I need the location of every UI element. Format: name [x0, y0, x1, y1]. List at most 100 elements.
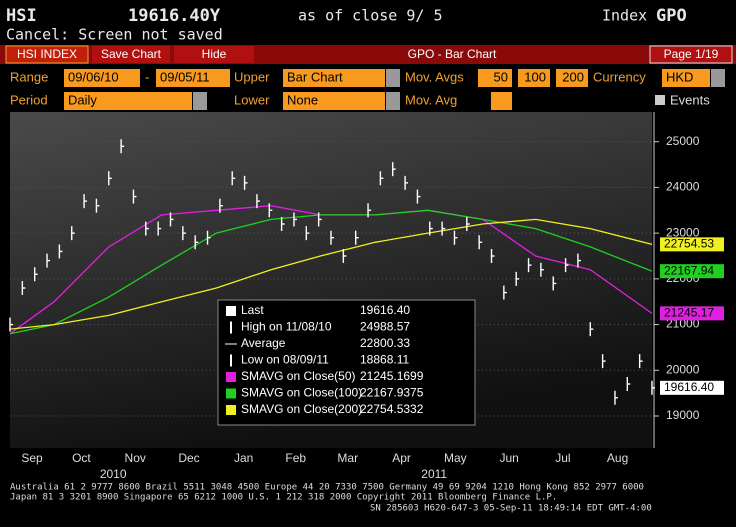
field[interactable]: [556, 69, 588, 87]
legend-value: 21245.1699: [360, 369, 424, 383]
year-label: 2011: [421, 467, 447, 481]
ticker: HSI: [6, 6, 37, 26]
price-bar: [466, 217, 470, 231]
mavgs-label: Mov. Avgs: [405, 69, 464, 84]
price-bar: [367, 203, 372, 218]
currency[interactable]: HKD: [666, 69, 693, 84]
legend-box: [217, 299, 476, 426]
legend-label: Last: [241, 303, 264, 317]
period[interactable]: Daily: [68, 92, 97, 107]
legend-label: High on 11/08/10: [241, 320, 332, 334]
security-button[interactable]: [5, 45, 89, 64]
x-tick-label: Feb: [285, 451, 306, 465]
price-bar: [441, 221, 446, 236]
x-tick-label: Sep: [21, 451, 43, 465]
value-tag: [660, 380, 724, 395]
legend-value: 24988.57: [360, 320, 410, 334]
price-bar: [490, 249, 495, 263]
price-bar: [379, 171, 384, 186]
mavg-1[interactable]: 50: [494, 69, 508, 84]
price-bar: [169, 212, 174, 227]
price: 19616.40Y: [128, 6, 221, 26]
hide[interactable]: Hide: [202, 47, 227, 61]
price-bar: [293, 212, 297, 227]
price-bar: [83, 194, 88, 209]
x-tick-label: Mar: [337, 451, 358, 465]
security[interactable]: HSI INDEX: [17, 47, 77, 61]
value-tag: [660, 306, 724, 321]
price-bar: [527, 258, 532, 273]
range-start[interactable]: 09/06/10: [68, 69, 119, 84]
legend-icon: [226, 388, 236, 399]
legend-icon: [226, 372, 236, 382]
field[interactable]: [491, 92, 512, 110]
price-bar: [194, 235, 199, 250]
field[interactable]: [64, 92, 192, 110]
field[interactable]: [518, 69, 550, 87]
price-bar: [416, 189, 421, 204]
hide-button[interactable]: [174, 46, 254, 63]
mavg-3[interactable]: 200: [562, 69, 584, 84]
dropdown[interactable]: [193, 92, 207, 110]
events[interactable]: Events: [670, 92, 710, 107]
range-end[interactable]: 09/05/11: [160, 69, 210, 84]
price-bar: [95, 198, 100, 213]
as-of: as of close 9/ 5: [298, 7, 443, 25]
price-bar: [478, 235, 483, 250]
price-bar: [58, 244, 63, 259]
price-bar: [564, 258, 569, 273]
lower[interactable]: None: [287, 92, 318, 107]
price-bar: [429, 221, 433, 236]
field[interactable]: [156, 69, 230, 87]
legend-value: 22800.33: [360, 336, 410, 350]
value-tag: [660, 237, 724, 252]
screen-title: GPO - Bar Chart: [408, 47, 497, 61]
price-bar: [120, 139, 125, 154]
field[interactable]: [662, 69, 710, 87]
price-bar: [601, 354, 606, 369]
price-bar: [354, 230, 359, 245]
price-bar: [243, 175, 248, 190]
mavg-2[interactable]: 100: [524, 69, 546, 84]
price-bar: [453, 230, 458, 245]
field[interactable]: [64, 69, 140, 87]
price-bar: [132, 189, 137, 204]
save-chart[interactable]: Save Chart: [101, 47, 162, 61]
y-tick-label: 19000: [666, 408, 700, 422]
value-tag-label: 22754.53: [664, 237, 714, 251]
page[interactable]: Page 1/19: [664, 47, 719, 61]
legend-value: 18868.11: [360, 353, 409, 367]
legend-label: SMAVG on Close(50): [241, 369, 356, 383]
upper-label: Upper: [234, 69, 270, 84]
price-bar: [503, 285, 507, 300]
price-bar: [577, 253, 581, 268]
x-tick-label: Nov: [125, 451, 146, 465]
price-bar: [651, 380, 655, 395]
price-bar: [626, 377, 631, 391]
year-label: 2010: [100, 467, 127, 481]
price-bar: [305, 226, 310, 241]
price-bar: [108, 171, 112, 186]
price-bar: [21, 281, 26, 295]
dropdown[interactable]: [386, 92, 400, 110]
value-tag: [660, 264, 724, 279]
checkbox[interactable]: [655, 95, 665, 105]
upper[interactable]: Bar Chart: [287, 69, 343, 84]
price-bar: [9, 317, 13, 332]
moving-average: [9, 218, 653, 330]
x-tick-label: Oct: [72, 451, 91, 465]
footer-line: Australia 61 2 9777 8600 Brazil 5511 304…: [10, 483, 644, 493]
price-bar: [182, 226, 186, 241]
field[interactable]: [283, 69, 385, 87]
save-button[interactable]: [92, 46, 170, 63]
dropdown[interactable]: [386, 69, 400, 87]
price-bar: [404, 175, 409, 190]
x-tick-label: Jun: [499, 451, 518, 465]
period-label: Period: [10, 92, 48, 107]
dropdown[interactable]: [711, 69, 725, 87]
legend-label: SMAVG on Close(100): [241, 386, 362, 400]
field[interactable]: [283, 92, 385, 110]
field[interactable]: [478, 69, 512, 87]
page-button[interactable]: [649, 45, 733, 64]
